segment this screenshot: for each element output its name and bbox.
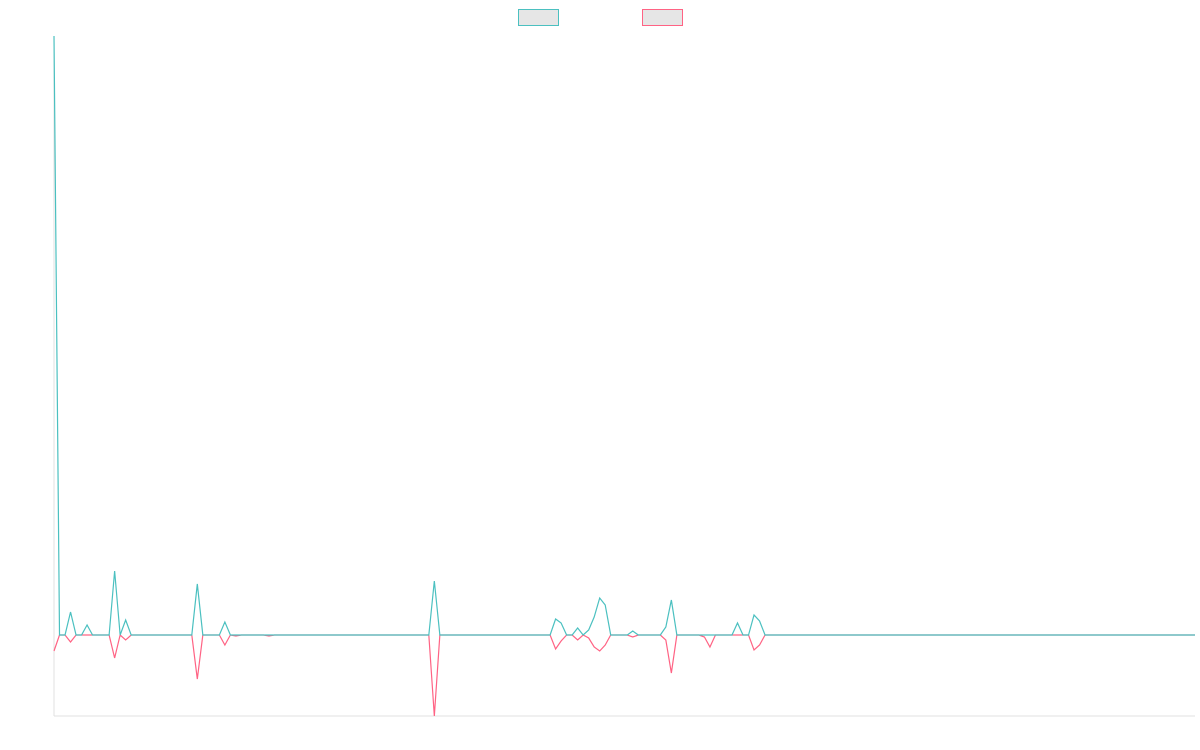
data-line bbox=[53, 633, 1195, 717]
legend-swatch bbox=[518, 9, 559, 26]
legend-swatch bbox=[642, 9, 683, 26]
data-line bbox=[53, 35, 1195, 636]
